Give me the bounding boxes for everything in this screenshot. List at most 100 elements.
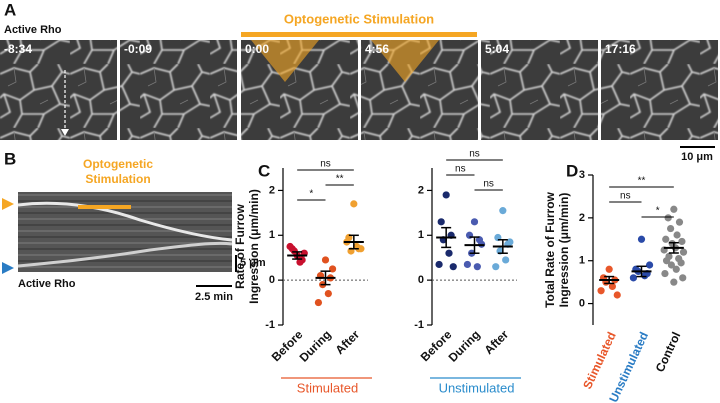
micrograph	[0, 40, 117, 140]
data-point	[442, 191, 450, 199]
kymo-trace	[17, 241, 233, 268]
panel-letter: D	[566, 161, 578, 180]
frame-time: -8:34	[4, 42, 32, 56]
stim-region	[251, 40, 319, 82]
y-tick-label: 0	[418, 274, 424, 286]
data-point	[449, 263, 457, 271]
data-point	[445, 249, 453, 257]
y-tick-label: 0	[269, 274, 275, 286]
y-axis-label: Rate of Furrow	[233, 204, 247, 289]
scale-label: 5 μm	[240, 257, 266, 269]
data-point	[328, 265, 337, 273]
data-point	[662, 235, 670, 243]
panel-a-title: Active Rho	[4, 24, 62, 36]
sig-label: ns	[455, 164, 466, 175]
data-point	[473, 263, 481, 271]
y-axis-label: Total Rate of Furrow	[543, 191, 557, 307]
data-point	[437, 218, 445, 226]
data-point	[608, 282, 617, 291]
data-point	[324, 290, 332, 298]
group-label: Stimulated	[297, 380, 358, 395]
frames: -8:34 -0:09 0:00 4:56 5:04 17:16	[0, 40, 718, 140]
data-point	[605, 265, 613, 273]
y-tick-label: 0	[579, 297, 585, 309]
micrograph	[601, 40, 718, 140]
data-point	[502, 256, 510, 264]
x-tick-label: After	[481, 327, 511, 357]
data-point	[435, 260, 443, 269]
micrograph	[120, 40, 237, 140]
y-tick-label: 2	[269, 184, 275, 196]
stim-bar	[241, 32, 477, 37]
y-tick-label: 1	[269, 229, 275, 241]
x-tick-label: During	[446, 327, 483, 364]
data-point	[296, 258, 304, 266]
data-point	[637, 235, 646, 243]
data-point	[679, 248, 688, 256]
data-point	[290, 247, 298, 255]
data-point	[463, 260, 472, 269]
scale-label: 10 μm	[681, 151, 713, 163]
stim-label: Optogenetic Stimulation	[284, 11, 434, 26]
frame-time: 4:56	[365, 42, 389, 56]
kymo-trace	[17, 201, 233, 242]
data-point	[673, 231, 681, 239]
x-tick-label: After	[332, 327, 362, 357]
data-point	[506, 238, 514, 246]
sig-label: **	[336, 174, 344, 185]
sig-label: *	[656, 206, 660, 217]
x-tick-label: During	[297, 327, 334, 364]
y-tick-label: 1	[579, 255, 585, 267]
sig-label: ns	[483, 179, 494, 190]
stim-label: Stimulation	[85, 172, 150, 186]
data-point	[629, 274, 638, 282]
y-tick-label: 1	[418, 229, 424, 241]
data-point	[641, 272, 649, 280]
stim-label: Optogenetic	[83, 157, 153, 171]
data-point	[314, 298, 323, 307]
data-point	[645, 261, 654, 269]
frame-time: 5:04	[485, 42, 509, 56]
data-point	[675, 218, 684, 226]
data-point	[597, 287, 605, 295]
data-point	[661, 269, 669, 278]
y-axis-label: Ingression (μm/min)	[247, 189, 261, 304]
data-point	[499, 207, 507, 215]
frame-time: 17:16	[605, 42, 636, 56]
frame-time: -0:09	[124, 42, 152, 56]
marker-arrow	[2, 198, 14, 210]
sig-label: ns	[620, 191, 631, 202]
x-tick-label: Control	[653, 330, 684, 375]
y-tick-label: 2	[579, 212, 585, 224]
data-point	[670, 278, 678, 286]
data-point	[350, 200, 358, 208]
sig-label: **	[638, 176, 646, 187]
sig-label: *	[309, 189, 313, 200]
data-point	[667, 261, 676, 269]
y-axis-label: Ingression (μm/min)	[557, 193, 571, 308]
y-tick-label: -1	[265, 319, 275, 331]
data-point	[670, 205, 678, 213]
marker-arrow	[2, 262, 14, 274]
y-tick-label: 2	[418, 184, 424, 196]
data-point	[667, 224, 675, 233]
scale-label: 2.5 min	[195, 291, 233, 303]
data-point	[613, 291, 621, 299]
panel-letter: A	[4, 0, 16, 19]
data-point	[679, 274, 687, 282]
data-point	[357, 245, 365, 253]
stim-region	[371, 40, 439, 82]
frame-time: 0:00	[245, 42, 269, 56]
group-label: Unstimulated	[439, 380, 515, 395]
panel-letter: B	[4, 149, 16, 168]
data-point	[678, 237, 686, 246]
y-tick-label: 3	[579, 169, 585, 181]
data-point	[672, 265, 680, 273]
arrow-head	[61, 129, 69, 136]
data-point	[677, 259, 685, 267]
data-point	[662, 257, 671, 265]
data-point	[664, 214, 672, 222]
data-point	[470, 218, 479, 226]
panel-b-caption: Active Rho	[18, 278, 76, 290]
